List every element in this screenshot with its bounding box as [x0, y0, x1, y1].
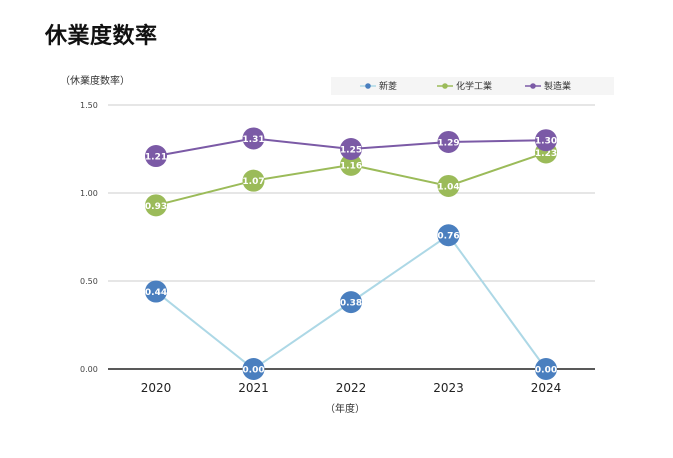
data-label: 0.76 [437, 232, 459, 242]
data-point [437, 174, 460, 197]
legend-background [331, 77, 614, 95]
data-label: 0.00 [535, 366, 557, 376]
data-point [340, 291, 362, 314]
data-label: 1.04 [437, 182, 459, 192]
data-label: 1.21 [145, 153, 167, 163]
page-title: 休業度数率 [45, 24, 158, 49]
data-label: 1.07 [242, 177, 264, 187]
data-point [242, 358, 265, 380]
data-point [145, 145, 167, 168]
legend-entry: 化学工業 [456, 80, 492, 92]
data-point [437, 130, 460, 153]
x-tick-label: 2021 [238, 381, 269, 395]
data-label: 1.23 [535, 149, 557, 159]
legend-entry: 新菱 [379, 80, 397, 92]
x-axis-ticks: 2020 2021 2022 2023 2024 [141, 381, 562, 395]
x-tick-label: 2024 [531, 381, 562, 395]
legend-marker [442, 83, 448, 89]
y-tick-label: 0.50 [80, 277, 98, 286]
data-label: 0.00 [242, 366, 264, 376]
legend: 新菱 化学工業 製造業 [331, 77, 614, 95]
data-label: 0.44 [145, 288, 167, 298]
legend-marker [530, 83, 536, 89]
x-tick-label: 2020 [141, 381, 172, 395]
data-point [340, 153, 362, 176]
data-label: 1.25 [340, 146, 362, 156]
data-label: 0.93 [145, 202, 167, 212]
y-tick-label: 1.00 [80, 189, 98, 198]
y-tick-label: 0.00 [80, 365, 98, 374]
data-label: 1.31 [242, 135, 264, 145]
series-2: 1.21 1.31 1.25 1.29 1.30 [145, 127, 557, 168]
x-axis-label: （年度） [325, 402, 365, 415]
series-0: 0.44 0.00 0.38 0.76 0.00 [145, 224, 557, 380]
legend-entry: 製造業 [544, 80, 571, 92]
y-axis-ticks: 0.00 0.50 1.00 1.50 [80, 101, 98, 374]
data-point [437, 224, 460, 247]
data-label: 1.29 [437, 138, 459, 148]
data-label: 1.16 [340, 161, 362, 171]
series-group: 0.44 0.00 0.38 0.76 0.00 0.93 1.07 1.16 1.04 1.23… [145, 127, 557, 380]
x-tick-label: 2022 [336, 381, 367, 395]
data-label: 1.30 [535, 137, 557, 147]
data-point [145, 280, 167, 303]
data-point [242, 169, 265, 192]
data-point [145, 194, 167, 217]
data-label: 0.38 [340, 299, 362, 309]
grid-lines [108, 104, 595, 370]
x-tick-label: 2023 [433, 381, 464, 395]
data-point [535, 358, 557, 380]
y-tick-label: 1.50 [80, 101, 98, 110]
data-point [242, 127, 265, 150]
y-axis-label: （休業度数率） [60, 74, 130, 87]
data-point [340, 138, 362, 160]
legend-marker [365, 83, 371, 89]
data-point [535, 129, 557, 152]
